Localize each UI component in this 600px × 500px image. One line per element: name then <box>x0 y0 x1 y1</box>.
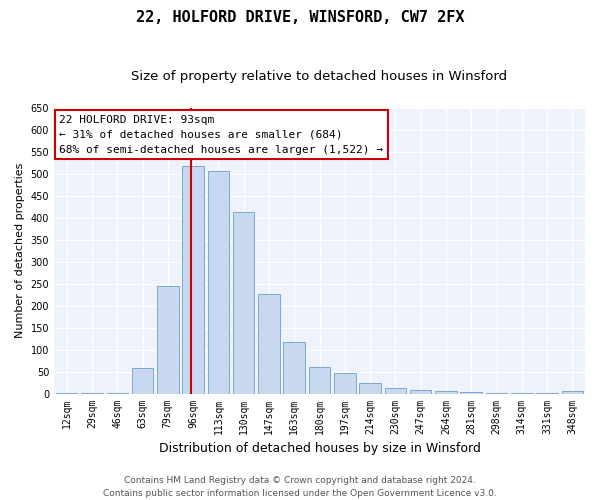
Y-axis label: Number of detached properties: Number of detached properties <box>15 163 25 338</box>
Bar <box>435 392 457 394</box>
Bar <box>208 171 229 394</box>
Bar <box>334 374 356 394</box>
Bar <box>258 294 280 394</box>
Bar <box>460 392 482 394</box>
Text: Contains HM Land Registry data © Crown copyright and database right 2024.
Contai: Contains HM Land Registry data © Crown c… <box>103 476 497 498</box>
Text: 22, HOLFORD DRIVE, WINSFORD, CW7 2FX: 22, HOLFORD DRIVE, WINSFORD, CW7 2FX <box>136 10 464 25</box>
Bar <box>359 384 381 394</box>
Bar <box>157 286 179 394</box>
Bar <box>283 342 305 394</box>
Bar <box>132 368 153 394</box>
Bar <box>81 392 103 394</box>
Bar <box>107 392 128 394</box>
Bar <box>410 390 431 394</box>
Text: 22 HOLFORD DRIVE: 93sqm
← 31% of detached houses are smaller (684)
68% of semi-d: 22 HOLFORD DRIVE: 93sqm ← 31% of detache… <box>59 115 383 154</box>
Title: Size of property relative to detached houses in Winsford: Size of property relative to detached ho… <box>131 70 508 83</box>
Bar <box>182 166 204 394</box>
Bar <box>385 388 406 394</box>
X-axis label: Distribution of detached houses by size in Winsford: Distribution of detached houses by size … <box>158 442 481 455</box>
Bar <box>233 212 254 394</box>
Bar <box>56 392 77 394</box>
Bar <box>309 367 330 394</box>
Bar <box>486 392 507 394</box>
Bar <box>562 392 583 394</box>
